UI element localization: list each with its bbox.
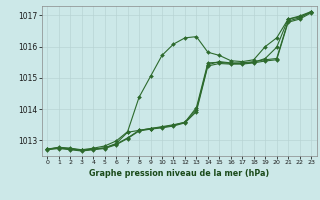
X-axis label: Graphe pression niveau de la mer (hPa): Graphe pression niveau de la mer (hPa)	[89, 169, 269, 178]
